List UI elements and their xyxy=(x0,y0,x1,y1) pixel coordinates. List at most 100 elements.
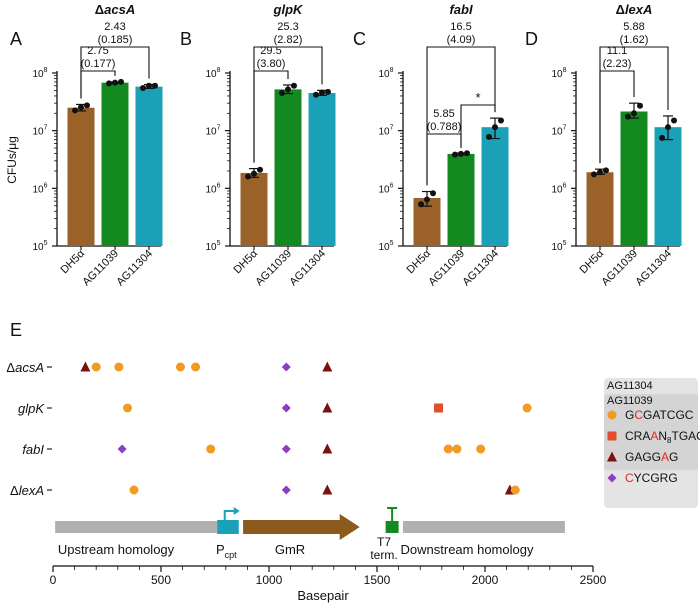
bar-AG11039 xyxy=(274,89,302,247)
marker-circle xyxy=(443,444,453,454)
map-label-term: term. xyxy=(370,548,397,562)
legend-marker-triangle xyxy=(607,451,617,462)
x-tick-label: AG11039 xyxy=(426,248,467,289)
legend-label-part: 8 xyxy=(667,436,672,445)
data-point xyxy=(430,190,436,197)
x-tick-label: 2500 xyxy=(580,573,607,587)
legend-inner-box xyxy=(604,394,698,470)
tick-mantissa: 10 xyxy=(378,184,390,195)
panel-E: E ΔacsA glpK fabI ΔlexA Upstream homology Pcpt… xyxy=(6,320,700,603)
data-point xyxy=(112,79,118,86)
title-italic: acsA xyxy=(104,2,135,17)
data-point xyxy=(458,150,464,157)
bar-AG11304 xyxy=(308,92,336,246)
x-tick-label: AG11039 xyxy=(80,248,121,289)
significance-bracket xyxy=(253,46,323,163)
data-point xyxy=(140,84,146,91)
tick-mantissa: 10 xyxy=(32,69,44,80)
bar-DH5α xyxy=(67,107,95,246)
data-point xyxy=(464,150,470,157)
y-tick-label: 107 xyxy=(32,125,47,138)
tick-mantissa: 10 xyxy=(378,242,390,253)
data-point xyxy=(279,89,285,96)
comparison-value: 16.5 xyxy=(450,21,471,33)
row-label: glpK xyxy=(18,401,45,416)
significance-bracket xyxy=(80,46,150,99)
significance-bracket xyxy=(599,46,669,164)
data-point xyxy=(603,167,609,174)
tick-exponent: 7 xyxy=(390,125,394,132)
x-tick-label: DH5α xyxy=(578,247,607,276)
map-label-pcpt: Pcpt xyxy=(216,542,237,560)
tick-mantissa: 10 xyxy=(205,184,217,195)
tick-exponent: 8 xyxy=(563,67,567,74)
y-tick-label: 106 xyxy=(32,182,47,195)
panel-letter: A xyxy=(10,29,22,49)
data-point xyxy=(637,102,643,109)
legend-label-part: TGAC xyxy=(671,429,700,443)
comparison-error: (4.09) xyxy=(447,34,476,46)
data-point xyxy=(319,89,325,96)
tick-mantissa: 10 xyxy=(551,242,563,253)
y-tick-label: 107 xyxy=(551,125,566,138)
bar-AG11304 xyxy=(654,127,682,246)
row-label: fabI xyxy=(22,442,44,457)
tick-exponent: 6 xyxy=(563,182,567,189)
y-tick-label: 106 xyxy=(205,182,220,195)
data-point xyxy=(291,82,297,89)
data-point xyxy=(591,171,597,178)
row-label-prefix: Δ xyxy=(6,360,15,375)
x-tick-label: 500 xyxy=(151,573,171,587)
map-upstream-homology xyxy=(55,521,218,533)
title-prefix: Δ xyxy=(95,2,104,17)
y-tick-label: 106 xyxy=(378,182,393,195)
y-tick-label: 105 xyxy=(551,240,566,253)
y-tick-label: 108 xyxy=(205,67,220,80)
y-tick-label: 107 xyxy=(378,125,393,138)
bar-DH5α xyxy=(586,172,614,246)
panel-letter: D xyxy=(525,29,538,49)
bar-AG11304 xyxy=(135,86,163,246)
data-point xyxy=(285,86,291,93)
legend-marker-diamond xyxy=(607,473,617,483)
marker-diamond xyxy=(281,444,291,454)
x-tick-label: DH5α xyxy=(232,247,261,276)
tick-mantissa: 10 xyxy=(32,127,44,138)
y-tick-label: 105 xyxy=(205,240,220,253)
marker-circle xyxy=(91,362,101,372)
tick-mantissa: 10 xyxy=(378,69,390,80)
data-point xyxy=(257,166,263,173)
legend-label-part: A xyxy=(650,429,658,443)
significance-star: * xyxy=(475,90,480,105)
data-point xyxy=(325,88,331,95)
marker-circle xyxy=(522,403,532,413)
data-point xyxy=(106,80,112,87)
data-point xyxy=(424,196,430,203)
comparison-error: (2.23) xyxy=(603,58,632,70)
data-point xyxy=(313,91,319,98)
y-tick-label: 105 xyxy=(378,240,393,253)
y-tick-label: 108 xyxy=(32,67,47,80)
marker-triangle xyxy=(322,484,333,495)
significance-bracket xyxy=(426,46,496,186)
legend-label: GCGATCGC xyxy=(625,408,694,422)
data-point xyxy=(245,173,251,180)
marker-triangle xyxy=(322,443,333,454)
tick-mantissa: 10 xyxy=(378,127,390,138)
tick-exponent: 7 xyxy=(44,125,48,132)
tick-exponent: 5 xyxy=(390,240,394,247)
terminator-box xyxy=(385,521,399,533)
x-tick-label: 1000 xyxy=(256,573,283,587)
x-tick-label: DH5α xyxy=(405,247,434,276)
comparison-error: (3.80) xyxy=(257,58,286,70)
legend-label-part: A xyxy=(661,450,669,464)
data-point xyxy=(452,151,458,158)
bar-AG11039 xyxy=(447,153,475,246)
y-tick-label: 108 xyxy=(551,67,566,80)
comparison-value: 2.43 xyxy=(104,21,125,33)
title-italic: lexA xyxy=(625,2,652,17)
tick-mantissa: 10 xyxy=(205,69,217,80)
x-axis-label: Basepair xyxy=(297,588,349,603)
title-italic: fabI xyxy=(449,2,473,17)
